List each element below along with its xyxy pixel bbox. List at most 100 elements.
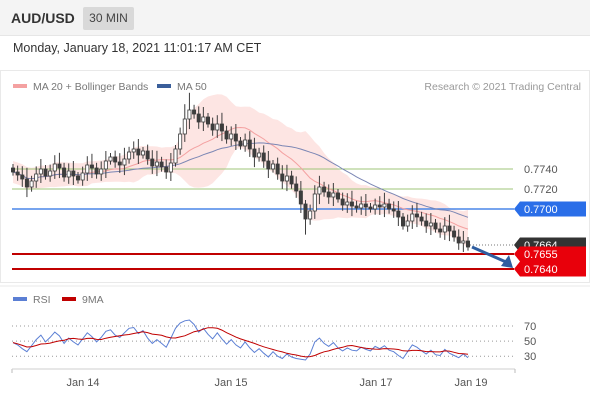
candle-body (159, 161, 164, 168)
candle-body (224, 130, 229, 140)
candle (396, 201, 401, 226)
candle-body (373, 204, 378, 210)
candle (340, 192, 345, 211)
candle-body (414, 213, 419, 218)
candlesticks (10, 92, 470, 252)
candle-body (252, 148, 257, 158)
candle (62, 162, 67, 182)
candle (122, 147, 127, 176)
candle-body (387, 203, 392, 210)
candle (178, 127, 183, 155)
candle-body (368, 206, 373, 210)
candle-body (76, 175, 81, 181)
candle-body (456, 236, 461, 244)
candle-body (391, 208, 396, 212)
candle (210, 117, 215, 136)
candle (424, 213, 429, 233)
candle-body (210, 123, 215, 131)
candle-body (335, 192, 340, 200)
candle-body (187, 109, 192, 120)
rsi-line (12, 319, 469, 361)
candle-body (43, 168, 48, 177)
level-tag-shape (514, 246, 586, 262)
candle (452, 225, 457, 242)
candle-body (382, 203, 387, 208)
candle-body (57, 163, 62, 169)
forecast-arrow-head (501, 255, 513, 268)
forecast-arrow (471, 245, 513, 268)
rsi-legend-swatch (13, 297, 27, 301)
candle (15, 165, 20, 181)
candle-body (419, 216, 424, 222)
candle-body (349, 201, 354, 207)
candle (80, 166, 85, 186)
candle (461, 231, 466, 252)
candle (294, 176, 299, 198)
rsi-grid: 30 50 70 (12, 321, 536, 363)
candle (224, 125, 229, 144)
candle-body (465, 240, 470, 248)
timestamp: Monday, January 18, 2021 11:01:17 AM CET (13, 41, 262, 55)
candle (219, 112, 224, 142)
candle-body (331, 192, 336, 198)
candle-body (294, 183, 299, 192)
candle (442, 217, 447, 240)
candle-body (145, 150, 150, 160)
candle-body (229, 133, 234, 140)
candle (428, 213, 433, 235)
rsi-lines (12, 319, 469, 361)
candle (433, 219, 438, 233)
candle-body (280, 173, 285, 182)
ma20-legend-swatch (13, 84, 27, 88)
candle (117, 153, 122, 173)
candle-body (363, 203, 368, 208)
candle (252, 137, 257, 168)
level-tag-shape (514, 201, 586, 217)
candle-body (438, 228, 443, 233)
candle-body (89, 164, 94, 169)
candle (159, 156, 164, 172)
rsi-legend: RSI 9MA (13, 294, 104, 306)
candle-body (433, 222, 438, 230)
candle-body (452, 230, 457, 238)
candle (103, 151, 108, 178)
candle (345, 193, 350, 213)
candle (243, 133, 248, 152)
candle (275, 157, 280, 180)
candle-body (15, 171, 20, 176)
candle-body (52, 163, 57, 172)
level-label: 0.7720 (524, 184, 558, 196)
candle-body (317, 186, 322, 195)
candle-body (136, 148, 141, 156)
candle-body (201, 116, 206, 123)
candle-body (396, 210, 401, 218)
symbol-title: AUD/USD (11, 10, 75, 26)
candle-body (10, 167, 15, 173)
candle-body (257, 152, 262, 158)
candle-body (131, 148, 136, 153)
candle (298, 181, 303, 213)
candle-body (117, 161, 122, 166)
candle (85, 156, 90, 181)
candle (168, 153, 173, 181)
rsi-legend-label: RSI (33, 294, 51, 306)
candle (377, 196, 382, 215)
candle (438, 222, 443, 238)
candle (131, 141, 136, 159)
candle-body (192, 109, 197, 115)
candle (247, 131, 252, 157)
candle (145, 144, 150, 165)
candle-body (275, 163, 280, 175)
timeframe-badge[interactable]: 30 MIN (83, 7, 134, 30)
x-tick-label: Jan 15 (214, 377, 247, 389)
candle (34, 166, 39, 188)
candle-body (322, 186, 327, 193)
candle (238, 137, 243, 150)
ma20-legend-label: MA 20 + Bollinger Bands (33, 81, 148, 93)
candle (266, 151, 271, 178)
candle (359, 196, 364, 215)
level-tag-support: 0.7655 (514, 246, 586, 262)
candle-body (233, 133, 238, 142)
x-tick-label: Jan 17 (359, 377, 392, 389)
